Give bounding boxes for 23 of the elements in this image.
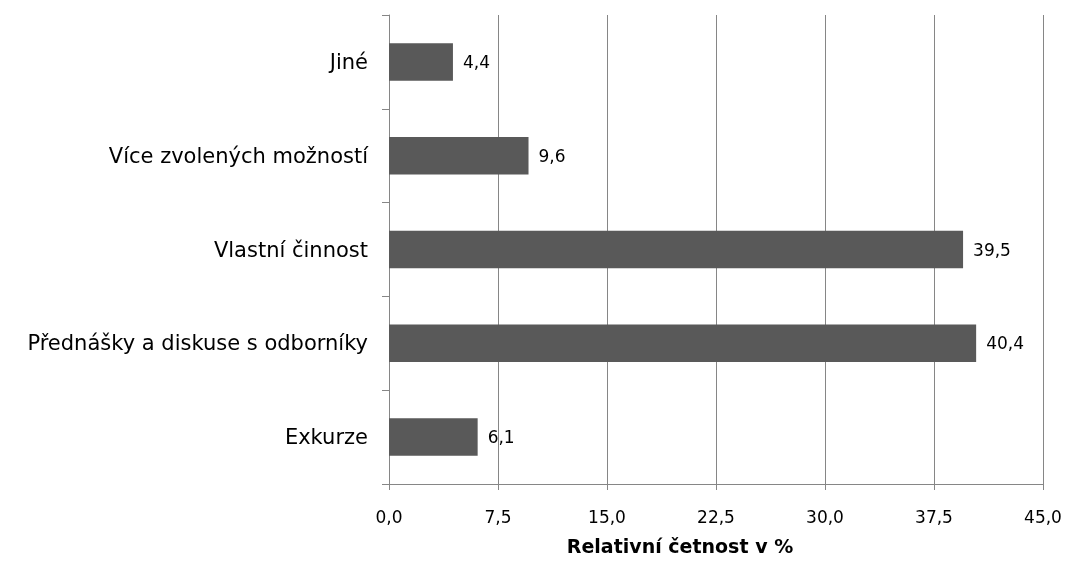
x-tick-label: 15,0 — [588, 506, 626, 527]
data-label: 4,4 — [462, 51, 490, 72]
y-tick-label: Exkurze — [284, 425, 368, 450]
y-tick-label: Vlastní činnost — [213, 237, 368, 262]
y-tick-label: Přednášky a diskuse s odborníky — [27, 331, 368, 356]
data-label: 40,4 — [986, 333, 1025, 354]
x-tick-label: 30,0 — [806, 506, 844, 527]
data-label: 6,1 — [487, 427, 515, 448]
x-axis-title: Relativní četnost v % — [566, 534, 794, 557]
bar — [389, 136, 529, 175]
x-tick-label: 45,0 — [1024, 506, 1062, 527]
y-tick-label: Jiné — [327, 49, 368, 74]
x-tick-label: 7,5 — [484, 506, 512, 527]
data-label: 9,6 — [538, 145, 566, 166]
bar — [389, 418, 478, 456]
x-tick-label: 22,5 — [697, 506, 735, 527]
x-tick-label: 0,0 — [375, 506, 403, 527]
x-tick-label: 37,5 — [915, 506, 953, 527]
bar — [389, 43, 453, 81]
y-tick-label: Více zvolených možností — [108, 143, 370, 168]
bar — [389, 230, 964, 269]
data-label: 39,5 — [973, 239, 1011, 260]
bar — [389, 324, 977, 363]
